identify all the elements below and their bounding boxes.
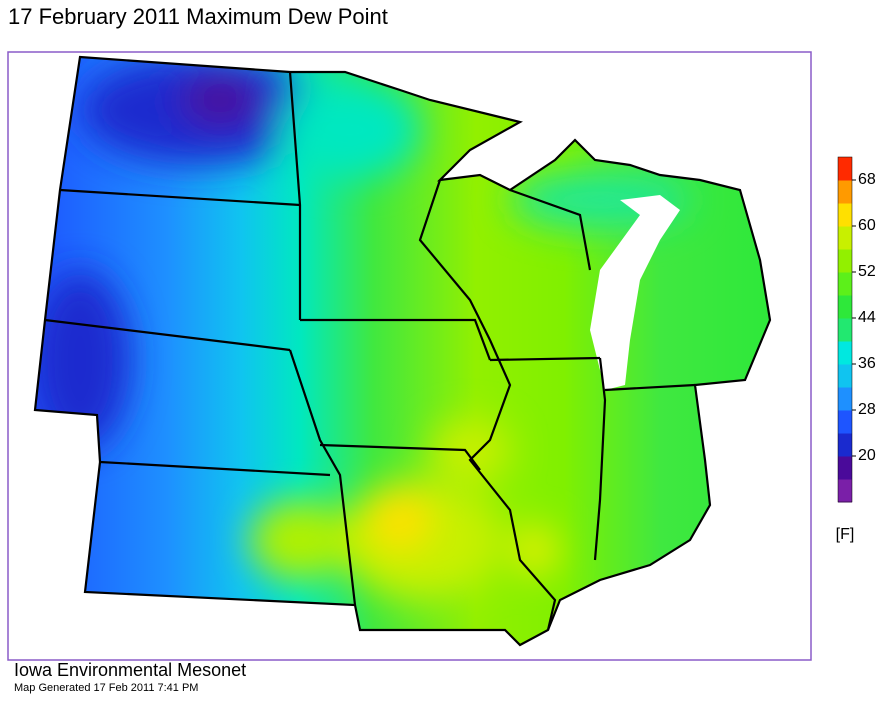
colorbar-segment bbox=[838, 203, 852, 227]
colorbar-tick-label: 52 bbox=[858, 263, 876, 280]
colorbar-segment bbox=[838, 180, 852, 204]
colorbar-segment bbox=[838, 479, 852, 503]
colorbar-segment bbox=[838, 364, 852, 388]
colorbar-segment bbox=[838, 157, 852, 181]
colorbar-tick-label: 20 bbox=[858, 447, 876, 464]
colorbar-segment bbox=[838, 295, 852, 319]
footer-source: Iowa Environmental Mesonet bbox=[14, 660, 246, 680]
footer-generated: Map Generated 17 Feb 2011 7:41 PM bbox=[14, 682, 198, 694]
colorbar-segment bbox=[838, 249, 852, 273]
colorbar: 20 28 36 44 52 60 68 bbox=[837, 156, 876, 503]
colorbar-segment bbox=[838, 433, 852, 457]
colorbar-tick-label: 36 bbox=[858, 355, 876, 372]
map-title: 17 February 2011 Maximum Dew Point bbox=[8, 4, 388, 29]
dew-point-field bbox=[35, 57, 770, 645]
colorbar-tick-label: 44 bbox=[858, 309, 876, 326]
colorbar-tick-label: 60 bbox=[858, 217, 876, 234]
colorbar-segment bbox=[838, 226, 852, 250]
colorbar-segment bbox=[838, 410, 852, 434]
state-borders bbox=[33, 55, 772, 647]
colorbar-segment bbox=[838, 341, 852, 365]
colorbar-segment bbox=[838, 318, 852, 342]
colorbar-tick-label: 68 bbox=[858, 171, 876, 188]
colorbar-segment bbox=[838, 456, 852, 480]
colorbar-tick-label: 28 bbox=[858, 401, 876, 418]
colorbar-segment bbox=[838, 272, 852, 296]
colorbar-unit: [F] bbox=[836, 526, 855, 543]
colorbar-border bbox=[837, 156, 853, 503]
map-frame bbox=[7, 51, 812, 661]
colorbar-segment bbox=[838, 387, 852, 411]
